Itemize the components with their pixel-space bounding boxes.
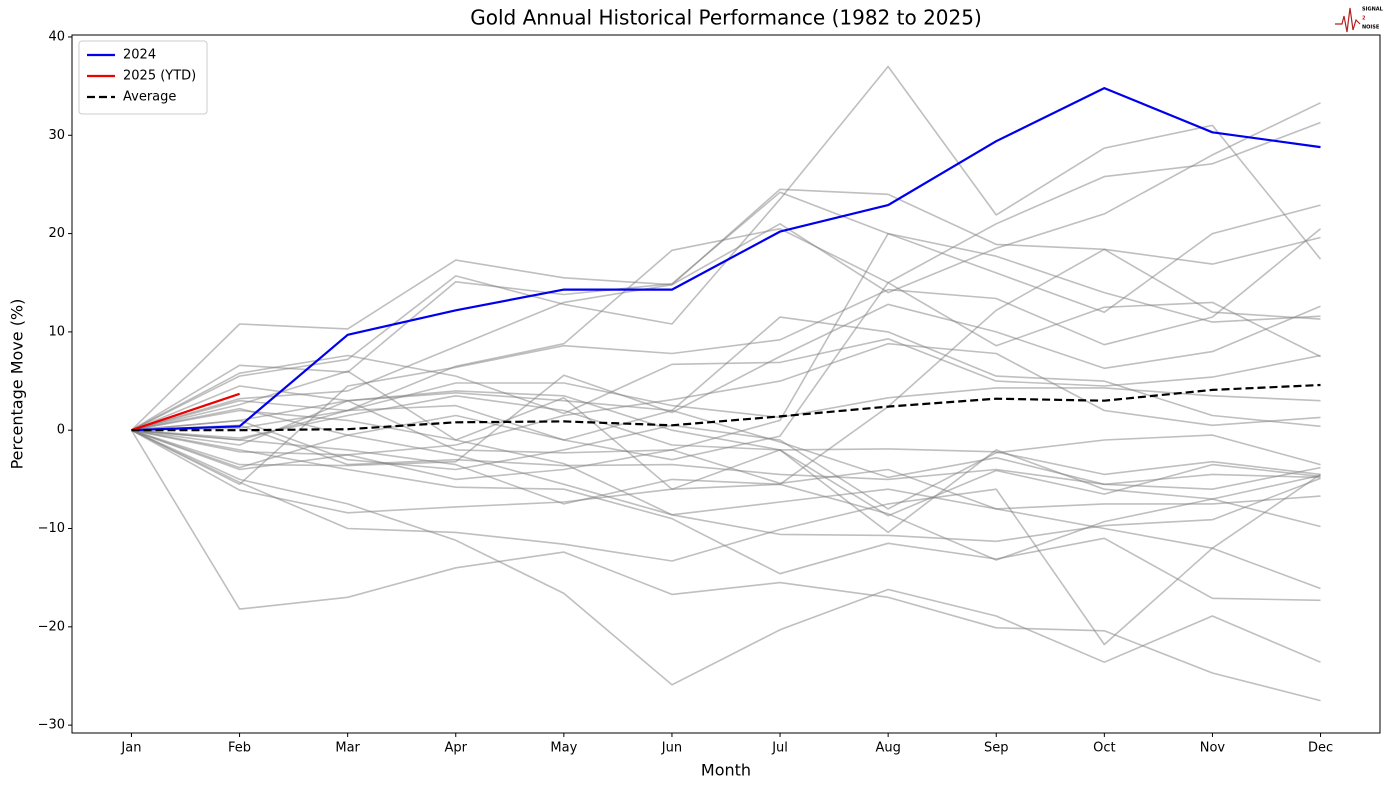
legend-label: 2025 (YTD) <box>123 69 196 84</box>
y-tick-label: 40 <box>48 29 65 44</box>
history-line <box>131 370 1321 517</box>
x-tick-label: Jan <box>120 741 141 756</box>
history-line <box>131 228 1322 486</box>
history-line <box>131 429 1321 561</box>
x-tick-label: Jul <box>771 741 788 756</box>
legend-box <box>78 40 208 115</box>
logo-text: NOISE <box>1362 25 1380 31</box>
x-tick-label: Oct <box>1093 741 1115 756</box>
history-line <box>130 429 1321 702</box>
logo: SIGNAL 2 NOISE <box>1334 3 1386 35</box>
x-tick-label: Aug <box>875 741 900 756</box>
history-line <box>131 303 1321 467</box>
history-line <box>131 429 1321 602</box>
history-line <box>131 409 1321 543</box>
plot-frame <box>71 34 1381 734</box>
legend-label: 2024 <box>123 48 156 63</box>
history-line <box>131 121 1321 441</box>
x-tick-label: Nov <box>1200 741 1226 756</box>
y-tick-label: 10 <box>48 324 65 339</box>
history-line <box>131 399 1321 590</box>
history-line <box>131 342 1321 456</box>
history-line <box>131 316 1321 446</box>
x-tick-label: Jun <box>661 741 682 756</box>
history-line <box>131 419 1321 510</box>
history-line <box>131 382 1321 431</box>
chart-title: Gold Annual Historical Performance (1982… <box>470 6 982 30</box>
history-line <box>131 395 1321 476</box>
history-line <box>131 429 1321 686</box>
x-tick-label: Mar <box>335 741 360 756</box>
x-tick-label: May <box>550 741 577 756</box>
y-tick-label: 30 <box>48 128 65 143</box>
history-line <box>131 385 1321 534</box>
series-line <box>131 87 1321 432</box>
history-line <box>131 409 1321 486</box>
y-tick-label: 0 <box>57 423 65 438</box>
history-line <box>131 236 1321 505</box>
history-line <box>131 429 1321 646</box>
history-line <box>131 191 1321 431</box>
history-line <box>131 65 1322 431</box>
logo-text: 2 <box>1362 16 1366 22</box>
legend: 2024 2025 (YTD) Average <box>78 40 208 115</box>
legend-label: Average <box>123 90 176 105</box>
y-tick-label: 20 <box>48 226 65 241</box>
x-tick-label: Dec <box>1308 741 1333 756</box>
y-tick-label: −20 <box>38 619 65 634</box>
x-tick-label: Apr <box>445 741 468 756</box>
x-tick-label: Feb <box>228 741 251 756</box>
series-line <box>131 383 1321 432</box>
y-tick-label: −30 <box>38 718 65 733</box>
y-tick-label: −10 <box>38 521 65 536</box>
y-axis-label: Percentage Move (%) <box>8 299 27 470</box>
x-tick-label: Sep <box>984 741 1009 756</box>
history-line <box>131 407 1321 516</box>
series-line <box>131 392 240 432</box>
logo-wave <box>1335 7 1361 33</box>
history-line <box>131 102 1321 431</box>
x-axis-label: Month <box>701 761 751 780</box>
logo-text: SIGNAL <box>1362 7 1384 13</box>
